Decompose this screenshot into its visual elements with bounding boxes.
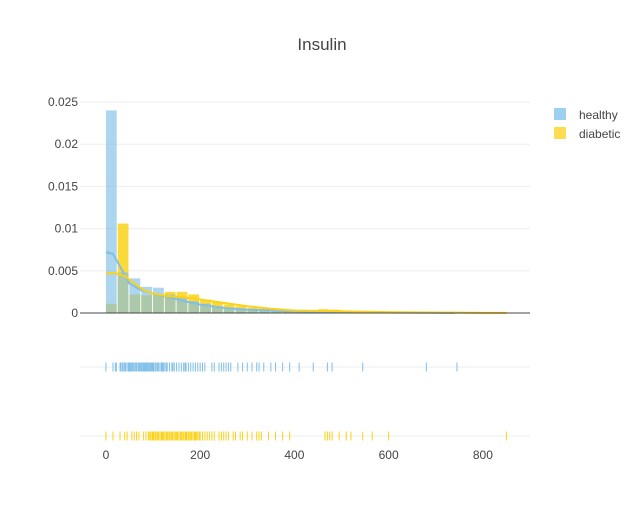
y-tick-label: 0.015 [48,179,78,193]
diabetic-histogram-bar [117,223,129,313]
y-tick-label: 0.005 [48,264,78,278]
healthy-histogram-bar [117,272,129,313]
healthy-histogram-bar [282,311,294,313]
healthy-histogram-bar [129,278,141,313]
x-tick-label: 0 [103,448,110,462]
healthy-histogram-bar [176,296,188,313]
healthy-histogram-bar [211,306,223,313]
healthy-histogram-bar [164,294,176,313]
kde-layer [105,251,507,314]
tick-label-layer: 0 0.005 0.01 0.015 0.02 0.025 0 200 400 600 800 [48,95,493,462]
y-tick-label: 0.025 [48,95,78,109]
y-tick-label: 0.01 [55,222,79,236]
chart-title: Insulin [297,35,346,54]
healthy-histogram-bar [200,303,211,313]
healthy-histogram-bar [105,110,117,313]
legend-item-healthy[interactable]: healthy [554,108,618,122]
healthy-histogram-bar [294,311,306,313]
healthy-histogram-bar [247,309,259,313]
histogram-layer [105,110,506,313]
x-tick-label: 400 [284,448,304,462]
healthy-histogram-bar [235,308,247,313]
legend-swatch [554,127,566,139]
y-tick-label: 0.02 [55,137,79,151]
healthy-histogram-bar [153,287,164,313]
x-tick-label: 800 [473,448,493,462]
rug-layer [105,362,507,441]
healthy-histogram-bar [223,307,235,313]
x-tick-label: 600 [379,448,399,462]
healthy-histogram-bar [188,301,200,313]
y-tick-label: 0 [71,306,78,320]
legend-swatch [554,108,566,120]
legend-item-diabetic[interactable]: diabetic [554,127,620,141]
legend[interactable]: healthy diabetic [554,108,620,141]
legend-label: diabetic [579,127,620,141]
grid-layer [80,101,530,437]
diabetic-kde-line [105,272,507,314]
legend-label: healthy [579,108,618,122]
healthy-histogram-bar [141,286,153,313]
healthy-histogram-bar [270,311,282,313]
healthy-histogram-bar [259,310,270,313]
x-tick-label: 200 [190,448,210,462]
